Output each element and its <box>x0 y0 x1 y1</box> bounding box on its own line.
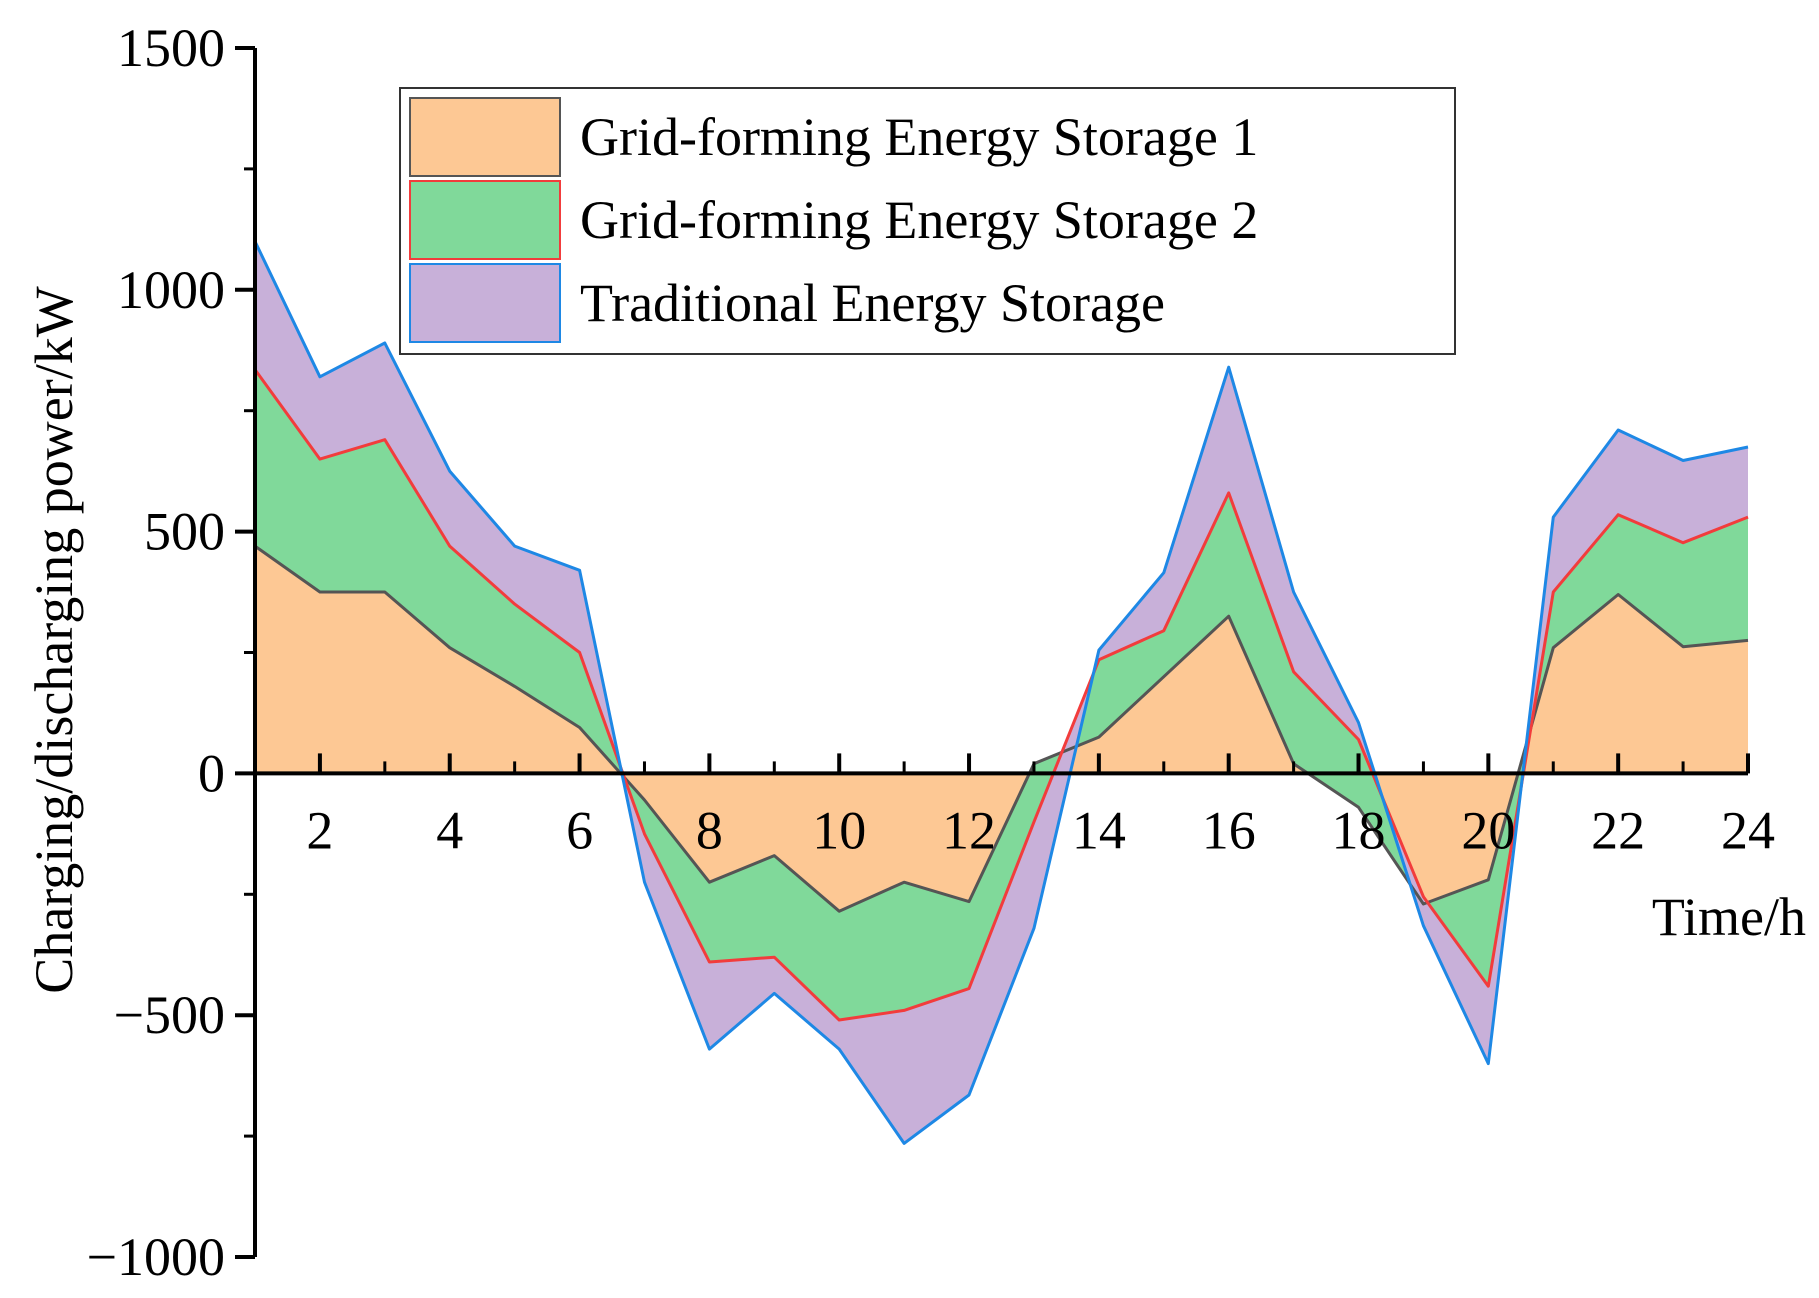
x-tick-label: 4 <box>436 800 463 860</box>
x-axis-label: Time/h <box>1652 887 1806 947</box>
x-tick-label: 6 <box>566 800 593 860</box>
x-tick-label: 20 <box>1461 800 1515 860</box>
series-line-3 <box>253 240 1749 1145</box>
legend-label-3: Traditional Energy Storage <box>580 273 1165 333</box>
x-tick-label: 18 <box>1332 800 1386 860</box>
y-tick-label: −1000 <box>87 1227 225 1287</box>
y-tick-label: 1500 <box>117 18 225 78</box>
x-tick-label: 14 <box>1072 800 1126 860</box>
legend-box <box>399 87 1456 355</box>
y-axis-label: Charging/discharging power/kW <box>24 286 84 993</box>
x-tick-label: 12 <box>942 800 996 860</box>
x-tick-label: 2 <box>306 800 333 860</box>
series-line-2 <box>253 368 1749 1022</box>
y-tick-label: 500 <box>144 502 225 562</box>
legend-swatch-3 <box>409 263 561 343</box>
area-layer <box>253 240 1749 1145</box>
legend-swatch-2 <box>409 180 561 260</box>
legend-swatch-1 <box>409 97 561 177</box>
series-line-1 <box>254 544 1749 913</box>
x-tick-label: 22 <box>1591 800 1645 860</box>
series-area-2 <box>255 369 1748 1021</box>
legend-label-2: Grid-forming Energy Storage 2 <box>580 190 1258 250</box>
x-tick-label: 16 <box>1202 800 1256 860</box>
series-area-3 <box>255 241 1748 1144</box>
x-tick-label: 10 <box>812 800 866 860</box>
legend-label-1: Grid-forming Energy Storage 1 <box>580 107 1258 167</box>
x-tick-label: 8 <box>696 800 723 860</box>
y-tick-label: −500 <box>114 985 225 1045</box>
x-tick-label: 24 <box>1721 800 1775 860</box>
y-tick-label: 0 <box>198 743 225 803</box>
y-tick-label: 1000 <box>117 260 225 320</box>
legend: Grid-forming Energy Storage 1 Grid-formin… <box>399 87 1456 355</box>
